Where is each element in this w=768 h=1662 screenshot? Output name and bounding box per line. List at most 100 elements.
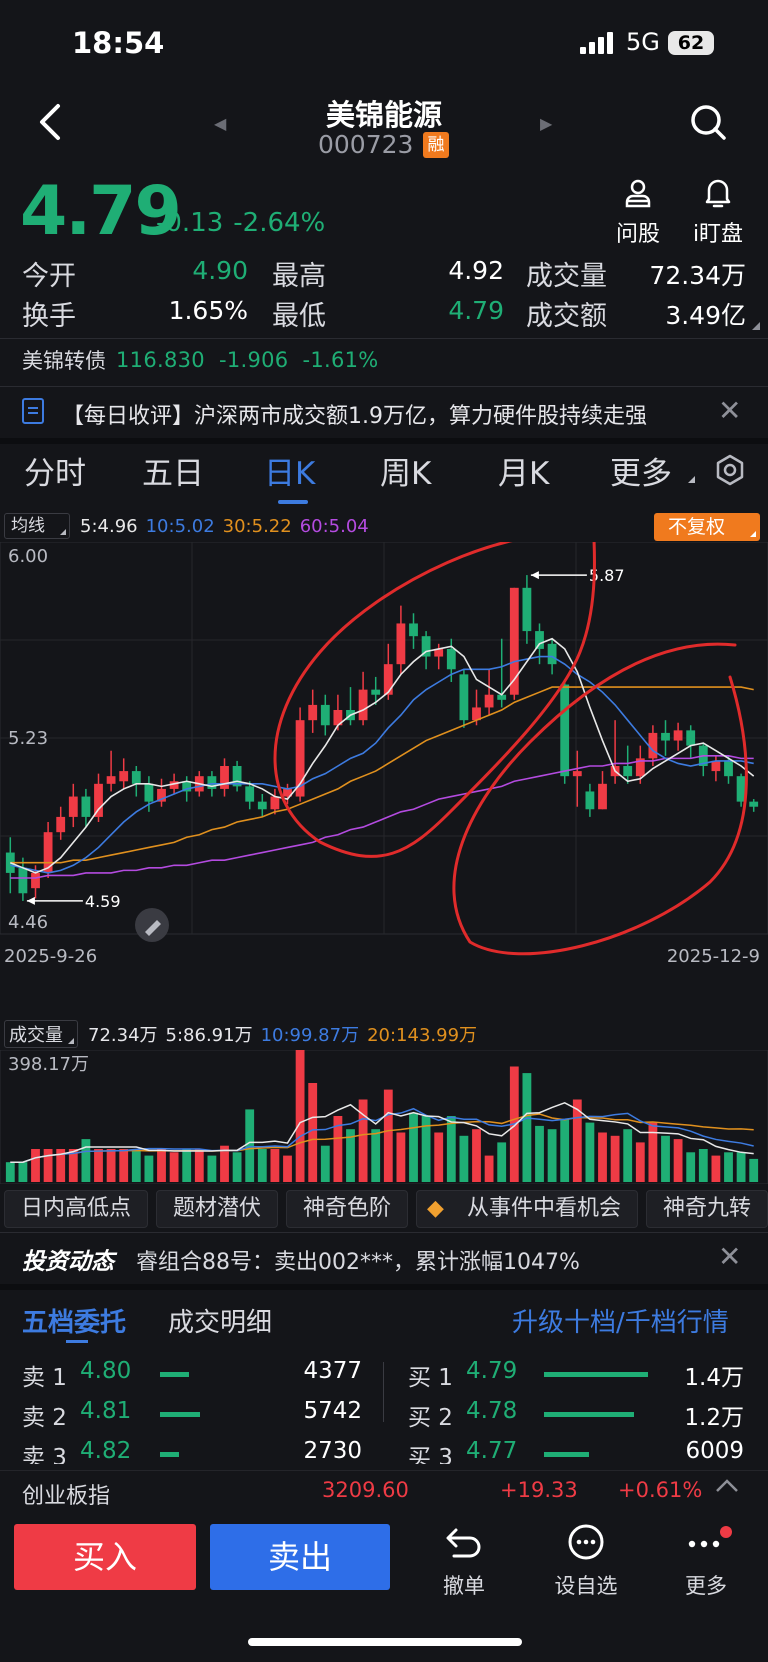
- candle-body: [295, 720, 305, 797]
- sell-row: 卖 2 4.81 5742: [22, 1398, 362, 1436]
- volume-bar: [497, 1142, 507, 1182]
- candle-body: [371, 689, 381, 695]
- volume-bar: [295, 1050, 305, 1182]
- candle-body: [169, 781, 179, 789]
- cancel-order-button[interactable]: 撤单: [424, 1524, 504, 1600]
- settings-icon[interactable]: [714, 454, 746, 486]
- more-button[interactable]: 更多: [666, 1524, 746, 1600]
- back-button[interactable]: [36, 100, 66, 144]
- index-pct: +0.61%: [618, 1478, 703, 1502]
- watch-market-label: i盯盘: [692, 222, 744, 247]
- close-icon[interactable]: ✕: [718, 394, 742, 427]
- candle-body: [686, 730, 696, 746]
- volume-bar: [661, 1135, 670, 1182]
- sell-button[interactable]: 卖出: [210, 1524, 390, 1590]
- status-time: 18:54: [72, 26, 165, 60]
- bell-icon: [705, 179, 731, 208]
- volume-bar: [270, 1149, 280, 1182]
- feed-text[interactable]: 睿组合88号：卖出002***，累计涨幅1047%: [136, 1250, 580, 1275]
- chip-magic-nine[interactable]: 神奇九转: [646, 1190, 768, 1228]
- buy-volume-bar: [544, 1452, 589, 1457]
- sell-price: 4.81: [80, 1398, 132, 1424]
- signal-icon: [580, 32, 613, 54]
- buy-row: 买 2 4.78 1.2万: [408, 1398, 746, 1436]
- volume-ma5-line: [10, 1101, 754, 1163]
- chip-theme-ambush[interactable]: 题材潜伏: [156, 1190, 278, 1228]
- tab-monthly-k[interactable]: 月K: [498, 456, 550, 492]
- volume-bar: [522, 1073, 532, 1182]
- ask-stock-button[interactable]: 问股: [612, 178, 664, 248]
- chip-color-scale[interactable]: 神奇色阶: [286, 1190, 408, 1228]
- volume-bar: [396, 1132, 406, 1182]
- candle-body: [635, 758, 645, 777]
- candle-body: [522, 587, 532, 632]
- chevron-up-icon[interactable]: [714, 1476, 740, 1496]
- kline-chart[interactable]: 6.00 5.23 4.46 2025-9-26 2025-12-9 5.87 4.59: [0, 542, 768, 992]
- volume-bar: [194, 1149, 204, 1182]
- expand-corner-icon[interactable]: [752, 322, 760, 330]
- sell-volume: 2730: [303, 1438, 362, 1464]
- volume-bar: [106, 1149, 116, 1182]
- sell-volume-bar: [160, 1372, 190, 1377]
- volume-selector[interactable]: 成交量: [4, 1020, 78, 1048]
- tab-more[interactable]: 更多: [610, 456, 672, 492]
- volume-bar: [409, 1112, 418, 1182]
- candle-body: [119, 771, 129, 782]
- open-label: 今开: [22, 261, 76, 292]
- volume-bar: [572, 1099, 582, 1182]
- volume-bar: [648, 1122, 658, 1182]
- bond-change: -1.906: [218, 348, 289, 372]
- buy-volume: 1.2万: [684, 1405, 744, 1431]
- sell-price: 4.80: [80, 1358, 132, 1384]
- turnover-label: 换手: [22, 301, 76, 332]
- tab-intraday[interactable]: 分时: [24, 456, 86, 492]
- shortcut-chips: 日内高低点 题材潜伏 神奇色阶 ◆ 从事件中看机会 神奇九转: [0, 1190, 768, 1230]
- candle-body: [661, 732, 670, 741]
- tab-five-day[interactable]: 五日: [142, 456, 204, 492]
- volume-chart[interactable]: 398.17万: [0, 1050, 768, 1184]
- volume-bar: [157, 1149, 166, 1182]
- tab-trade-details[interactable]: 成交明细: [168, 1308, 273, 1338]
- tab-order-book[interactable]: 五档委托: [22, 1308, 127, 1338]
- bond-pct: -1.61%: [302, 348, 379, 372]
- change-percent: -2.64%: [233, 208, 326, 238]
- amount-label: 成交额: [526, 301, 607, 332]
- sell-level-label: 卖 2: [22, 1405, 67, 1431]
- tab-weekly-k[interactable]: 周K: [380, 456, 432, 492]
- ma-selector[interactable]: 均线: [4, 513, 70, 539]
- convertible-bond-row[interactable]: 美锦转债 116.830 -1.906 -1.61%: [22, 345, 379, 375]
- volume-bar: [119, 1149, 129, 1182]
- upgrade-level2-link[interactable]: 升级十档/千档行情: [512, 1308, 729, 1338]
- tab-daily-k[interactable]: 日K: [264, 456, 316, 492]
- chip-event-label: 从事件中看机会: [466, 1196, 621, 1221]
- news-text[interactable]: 【每日收评】沪深两市成交额1.9万亿，算力硬件股持续走强: [62, 404, 647, 429]
- volume-bar: [686, 1152, 696, 1182]
- active-tab-indicator: [66, 1340, 88, 1343]
- volume-bar: [585, 1122, 595, 1182]
- watch-market-button[interactable]: i盯盘: [686, 178, 750, 248]
- add-watchlist-button[interactable]: 设自选: [546, 1524, 626, 1600]
- search-icon[interactable]: [688, 102, 728, 142]
- volume-bar: [333, 1116, 343, 1182]
- index-change: +19.33: [500, 1478, 578, 1502]
- sell-level-label: 卖 1: [22, 1365, 67, 1391]
- candle-body: [257, 801, 267, 810]
- adjust-mode-button[interactable]: 不复权: [654, 513, 760, 541]
- chip-intraday-high-low[interactable]: 日内高低点: [4, 1190, 148, 1228]
- low-value: 4.79: [448, 296, 504, 325]
- volume-ma20: 20:143.99万: [367, 1025, 478, 1046]
- candle-body: [446, 648, 456, 670]
- stock-code: 000723: [318, 130, 414, 159]
- divider: [0, 386, 768, 387]
- chart-tabs: 分时 五日 日K 周K 月K 更多: [0, 448, 768, 500]
- index-ticker[interactable]: [0, 1470, 768, 1516]
- prev-stock-icon[interactable]: ◀: [214, 114, 227, 133]
- buy-button[interactable]: 买入: [14, 1524, 196, 1590]
- candle-body: [673, 730, 683, 741]
- close-icon[interactable]: ✕: [718, 1240, 742, 1273]
- chip-event-opportunity[interactable]: ◆ 从事件中看机会: [416, 1190, 638, 1228]
- x-date-end: 2025-12-9: [667, 946, 760, 967]
- watchlist-icon: [568, 1524, 604, 1560]
- next-stock-icon[interactable]: ▶: [540, 114, 553, 133]
- buy-volume: 6009: [685, 1438, 744, 1464]
